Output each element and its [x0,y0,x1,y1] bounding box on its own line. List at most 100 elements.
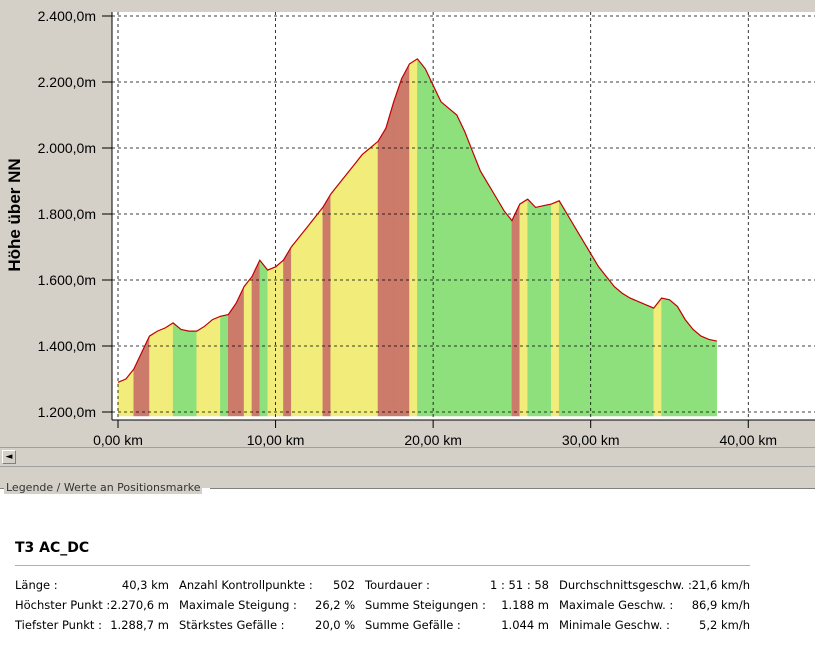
elevation-band [298,226,308,417]
elevation-band [306,216,316,417]
elevation-band [621,292,631,417]
elevation-band [472,151,481,417]
y-tick-label: 2.400,0m [38,8,96,24]
stat-label: Anzahl Kontrollpunkte : [179,578,313,592]
gradient-bands [117,58,718,417]
elevation-band [488,183,497,417]
stat-label: Summe Gefälle : [365,618,461,632]
stat-value: 1.188 m [501,598,549,612]
elevation-band [614,286,623,417]
y-tick-label: 1.800,0m [38,206,96,222]
x-tick-label: 10,00 km [247,432,305,448]
legend-frame-right [210,488,815,489]
y-tick-label: 1.600,0m [38,272,96,288]
stat-label: Maximale Steigung : [179,598,297,612]
elevation-band [692,328,702,417]
stat-value: 26,2 % [315,598,356,612]
grid-lines [111,12,815,421]
stat-value: 1.044 m [501,618,549,632]
y-tick-label: 1.400,0m [38,338,96,354]
elevation-band [117,378,127,417]
elevation-band [157,327,166,417]
y-axis-label: Höhe über NN [5,158,24,271]
elevation-band [196,325,205,417]
elevation-band [527,198,536,417]
elevation-band [503,209,513,417]
elevation-band [377,127,387,417]
elevation-profile-chart: 1.200,0m 1.400,0m 1.600,0m 1.800,0m 2.000,0m… [5,8,815,448]
tour-name: T3 AC_DC [15,540,90,556]
stat-value: 40,3 km [121,578,169,592]
elevation-band [314,206,324,417]
elevation-band [566,213,576,417]
elevation-band [629,297,639,417]
elevation-band [346,163,355,417]
legend-frame-left [0,488,4,489]
elevation-band [180,329,190,417]
elevation-band [456,114,465,417]
stat-label: Summe Steigungen : [365,598,486,612]
elevation-band [708,339,718,417]
elevation-band [669,299,678,417]
stat-value: 502 [333,578,355,592]
elevation-band [369,140,379,417]
elevation-band [259,259,268,417]
elevation-band [700,335,710,417]
elevation-band [684,318,694,417]
elevation-band [251,260,261,417]
elevation-band [212,315,221,417]
stat-label: Höchster Punkt : [15,598,111,612]
elevation-band [409,58,418,417]
elevation-band [645,304,654,417]
x-tick-label: 40,00 km [719,432,777,448]
stat-value: 5,2 km/h [699,618,750,632]
elevation-band [330,183,339,417]
elevation-band [495,196,505,417]
scroll-left-icon[interactable]: ◄ [2,450,16,464]
elevation-band [354,153,363,417]
elevation-band [228,302,237,417]
stat-value: 21,6 km/h [691,578,750,592]
x-tick-label: 20,00 km [404,432,462,448]
elevation-band [582,239,591,417]
elevation-band [291,236,300,417]
elevation-band [677,305,686,417]
stat-value: 20,0 % [315,618,356,632]
stat-label: Tiefster Punkt : [15,618,102,632]
tour-divider [15,565,750,566]
elevation-band [448,107,458,417]
elevation-band [425,68,434,417]
elevation-band [598,266,607,417]
y-axis-ticks: 1.200,0m 1.400,0m 1.600,0m 1.800,0m 2.000,0m… [38,8,112,420]
legend-title: Legende / Werte an Positionsmarke [4,481,203,494]
elevation-band [511,203,521,417]
elevation-band [440,101,450,417]
elevation-band [551,200,560,417]
elevation-band [188,330,198,417]
elevation-band [519,198,528,417]
elevation-band [558,199,568,417]
elevation-band [385,101,394,417]
stat-value: 2.270,6 m [110,598,169,612]
elevation-band [275,259,284,417]
stat-label: Länge : [15,578,58,592]
x-tick-label: 0,00 km [93,432,143,448]
elevation-band [401,63,410,417]
elevation-band [574,226,584,417]
elevation-band [235,286,245,417]
stat-label: Maximale Geschw. : [559,598,674,612]
horizontal-scrollbar[interactable]: ◄ [0,447,815,467]
elevation-band [543,203,552,417]
elevation-band [661,297,670,417]
elevation-band [338,173,347,417]
x-axis-ticks: 0,00 km 10,00 km 20,00 km 30,00 km 40,00 km [93,420,777,448]
stat-value: 1 : 51 : 58 [490,578,549,592]
elevation-band [417,58,426,417]
elevation-band [393,78,402,417]
elevation-band [535,205,544,417]
x-tick-label: 30,00 km [562,432,620,448]
elevation-band [172,322,182,417]
stat-label: Tourdauer : [365,578,430,592]
stat-value: 1.288,7 m [110,618,169,632]
elevation-band [432,85,442,417]
